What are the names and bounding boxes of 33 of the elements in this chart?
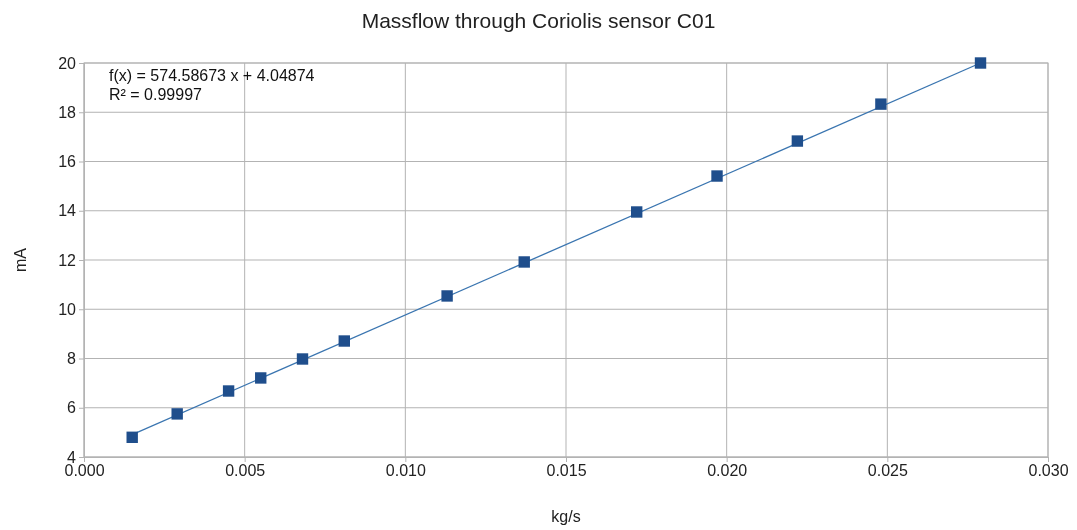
x-tick-label: 0.020 bbox=[707, 462, 748, 480]
annotation: R² = 0.99997 bbox=[109, 86, 203, 103]
point bbox=[974, 57, 987, 69]
y-tick-label: 16 bbox=[58, 153, 77, 171]
point bbox=[441, 290, 453, 302]
point bbox=[875, 98, 887, 110]
y-tick-label: 10 bbox=[58, 300, 77, 318]
x-tick-label: 0.015 bbox=[546, 462, 587, 480]
x-tick-label: 0.025 bbox=[867, 462, 908, 480]
x-axis-title: kg/s bbox=[551, 508, 581, 525]
x-tick-label: 0.010 bbox=[385, 462, 426, 480]
point bbox=[222, 385, 235, 397]
y-tick-label: 14 bbox=[58, 202, 77, 220]
x-tick-label: 0.030 bbox=[1028, 462, 1069, 480]
point bbox=[126, 431, 138, 443]
point bbox=[518, 256, 530, 268]
y-tick-label: 12 bbox=[58, 251, 77, 269]
point bbox=[338, 335, 350, 347]
point bbox=[296, 353, 309, 365]
y-tick-label: 6 bbox=[67, 399, 77, 417]
point bbox=[255, 372, 267, 384]
point bbox=[171, 408, 183, 420]
point bbox=[791, 135, 804, 147]
y-axis-title: mA bbox=[12, 247, 29, 272]
point bbox=[711, 170, 723, 182]
y-tick-label: 20 bbox=[58, 54, 77, 72]
x-tick-label: 0.005 bbox=[225, 462, 266, 480]
chart-title: Massflow through Coriolis sensor C01 bbox=[361, 9, 716, 32]
x-tick-label: 0.000 bbox=[64, 462, 105, 480]
y-tick-label: 18 bbox=[58, 103, 77, 121]
point bbox=[630, 206, 643, 218]
annotation: f(x) = 574.58673 x + 4.04874 bbox=[109, 67, 315, 84]
y-tick-label: 8 bbox=[67, 350, 77, 368]
